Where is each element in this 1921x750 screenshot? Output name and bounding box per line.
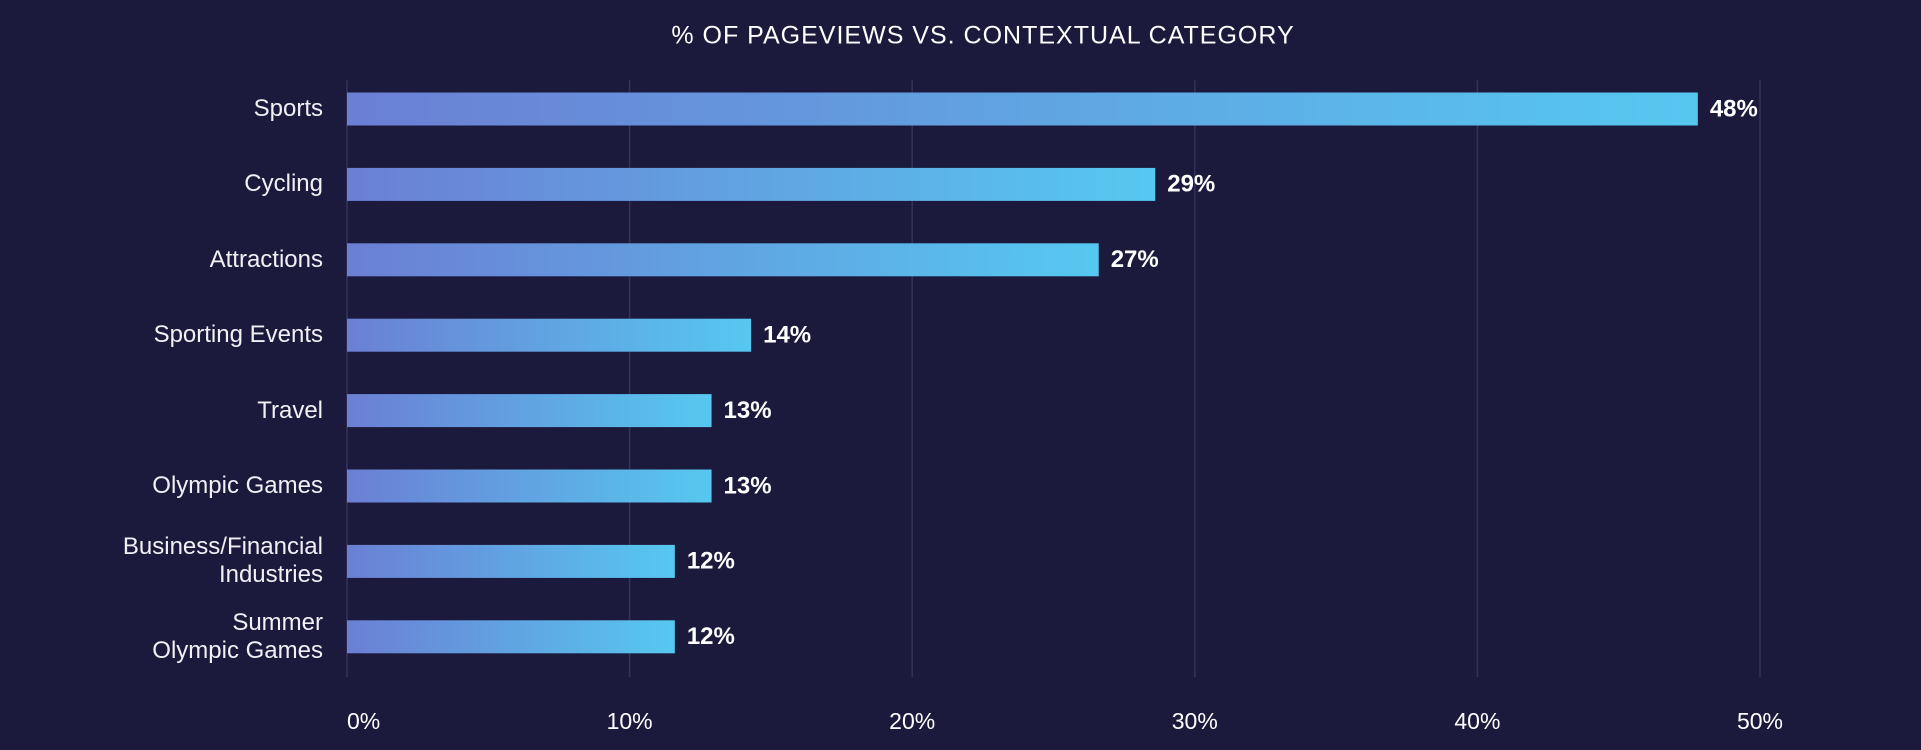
value-label: 12%	[687, 623, 735, 650]
value-label: 13%	[724, 397, 772, 424]
value-label: 27%	[1111, 246, 1159, 273]
bar	[347, 167, 1156, 201]
value-label: 13%	[724, 472, 772, 499]
value-label: 14%	[763, 322, 811, 349]
category-label: Sports	[253, 95, 323, 122]
category-label: Sporting Events	[153, 321, 323, 349]
chart-title: % OF PAGEVIEWS VS. CONTEXTUAL CATEGORY	[671, 22, 1294, 50]
value-label: 48%	[1710, 95, 1758, 122]
x-tick-label: 40%	[1454, 708, 1500, 734]
x-tick-label: 0%	[347, 708, 380, 734]
x-tick-label: 30%	[1172, 708, 1218, 734]
x-tick-label: 10%	[607, 708, 653, 734]
category-label: Travel	[257, 396, 323, 424]
bar	[347, 469, 712, 503]
category-label: Business/Financial Industries	[122, 533, 323, 589]
bar	[347, 92, 1698, 126]
category-label: Attractions	[209, 245, 323, 273]
category-label: Olympic Games	[152, 472, 323, 499]
category-label: Summer Olympic Games	[152, 608, 323, 664]
bar	[347, 318, 752, 352]
bar	[347, 394, 712, 428]
category-label: Cycling	[244, 170, 323, 198]
value-label: 29%	[1167, 171, 1215, 198]
x-tick-label: 50%	[1737, 708, 1783, 734]
bar	[347, 544, 675, 578]
value-label: 12%	[687, 548, 735, 575]
x-tick-label: 20%	[889, 708, 935, 734]
bar	[347, 243, 1099, 277]
bar	[347, 620, 675, 654]
